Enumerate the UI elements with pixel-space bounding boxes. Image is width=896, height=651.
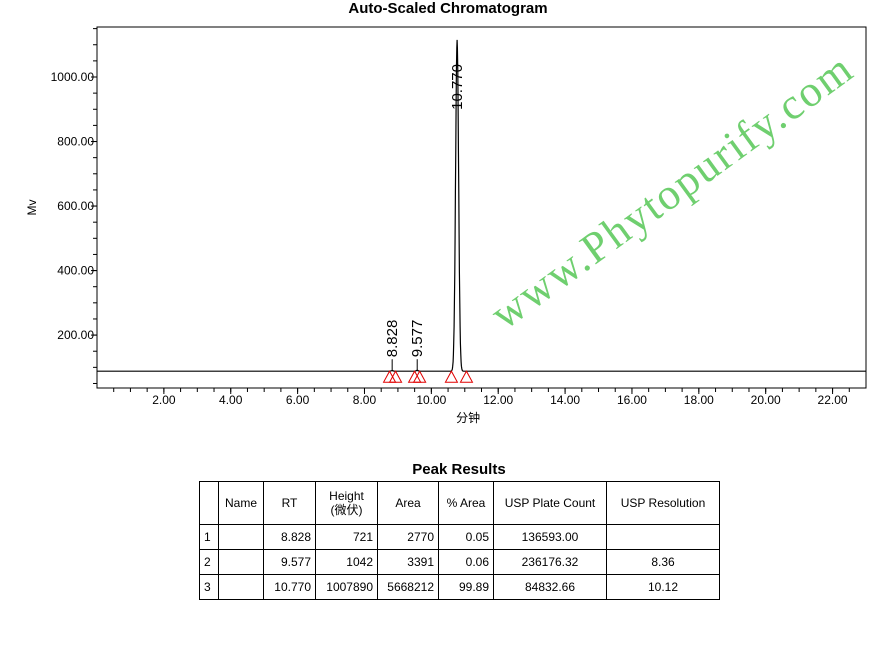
peak-label: 9.577 <box>409 320 426 358</box>
x-tick-label: 14.00 <box>550 393 580 407</box>
cell-area: 3391 <box>377 549 439 575</box>
cell-rt: 10.770 <box>263 574 316 600</box>
y-tick-label: 200.00 <box>57 328 94 342</box>
y-tick-label: 600.00 <box>57 199 94 213</box>
header-name: Name <box>218 481 264 525</box>
table-row: 2 9.577 1042 3391 0.06 236176.32 8.36 <box>199 549 720 575</box>
peak-marker <box>459 370 474 383</box>
header-resolution: USP Resolution <box>606 481 720 525</box>
cell-index: 2 <box>199 549 219 575</box>
header-pct-area: % Area <box>438 481 494 525</box>
x-tick-label: 10.00 <box>416 393 446 407</box>
x-tick-label: 8.00 <box>353 393 377 407</box>
y-axis-label: Mv <box>25 200 39 216</box>
header-index <box>199 481 219 525</box>
table-title: Peak Results <box>412 461 506 478</box>
cell-area: 5668212 <box>377 574 439 600</box>
header-rt: RT <box>263 481 316 525</box>
cell-pct-area: 0.06 <box>438 549 494 575</box>
cell-resolution: 8.36 <box>606 549 720 575</box>
y-tick-label: 1000.00 <box>51 70 95 84</box>
y-tick-label: 800.00 <box>57 135 94 149</box>
table-row: 1 8.828 721 2770 0.05 136593.00 <box>199 524 720 550</box>
chromatogram-trace <box>97 39 866 372</box>
x-tick-label: 12.00 <box>483 393 513 407</box>
cell-plate-count: 136593.00 <box>493 524 607 550</box>
header-plate-count: USP Plate Count <box>493 481 607 525</box>
cell-height: 721 <box>315 524 378 550</box>
cell-name <box>218 524 264 550</box>
cell-height: 1007890 <box>315 574 378 600</box>
y-tick-label: 400.00 <box>57 264 94 278</box>
x-tick-label: 18.00 <box>684 393 714 407</box>
chart-title: Auto-Scaled Chromatogram <box>348 0 548 17</box>
header-area: Area <box>377 481 439 525</box>
header-height: Height (微伏) <box>315 481 378 525</box>
cell-height: 1042 <box>315 549 378 575</box>
peak-label: 10.770 <box>449 64 466 110</box>
cell-plate-count: 84832.66 <box>493 574 607 600</box>
cell-rt: 9.577 <box>263 549 316 575</box>
chromatogram-chart: 200.00 400.00 600.00 800.00 1000.00 2.00 4.00 6… <box>25 26 867 425</box>
x-tick-label: 2.00 <box>152 393 176 407</box>
table-header-row: Name RT Height (微伏) Area % Area USP Plat… <box>199 481 720 525</box>
table-row: 3 10.770 1007890 5668212 99.89 84832.66 10.12 <box>199 574 720 600</box>
cell-area: 2770 <box>377 524 439 550</box>
peak-label: 8.828 <box>384 320 401 358</box>
cell-name <box>218 574 264 600</box>
peak-marker <box>388 370 403 383</box>
cell-index: 3 <box>199 574 219 600</box>
x-tick-label: 20.00 <box>751 393 781 407</box>
cell-pct-area: 99.89 <box>438 574 494 600</box>
plot-frame <box>96 26 867 389</box>
x-tick-label: 4.00 <box>219 393 243 407</box>
x-tick-label: 22.00 <box>818 393 848 407</box>
cell-resolution: 10.12 <box>606 574 720 600</box>
peak-marker <box>382 370 397 383</box>
cell-rt: 8.828 <box>263 524 316 550</box>
x-tick-label: 6.00 <box>286 393 310 407</box>
cell-pct-area: 0.05 <box>438 524 494 550</box>
cell-resolution <box>606 524 720 550</box>
cell-plate-count: 236176.32 <box>493 549 607 575</box>
cell-name <box>218 549 264 575</box>
peak-results-table: Name RT Height (微伏) Area % Area USP Plat… <box>199 481 720 600</box>
peak-marker <box>444 370 459 383</box>
x-tick-label: 16.00 <box>617 393 647 407</box>
peak-marker <box>412 370 427 383</box>
cell-index: 1 <box>199 524 219 550</box>
x-axis-label: 分钟 <box>456 410 480 425</box>
